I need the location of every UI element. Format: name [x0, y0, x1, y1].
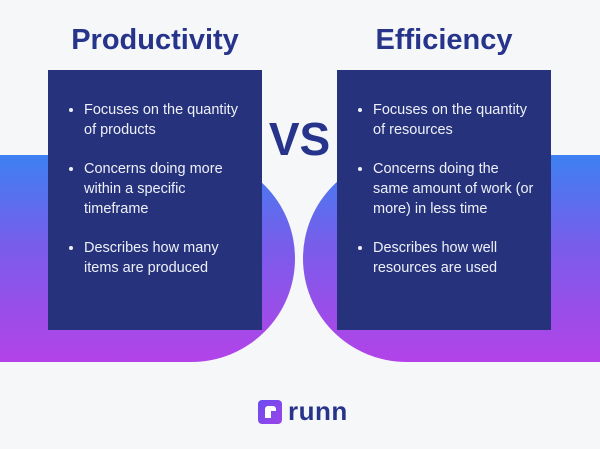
list-item: Focuses on the quantity of resources	[373, 100, 535, 140]
list-item: Describes how many items are produced	[84, 238, 246, 278]
efficiency-box: Focuses on the quantity of resources Con…	[337, 70, 551, 330]
productivity-title: Productivity	[71, 24, 239, 56]
runn-logo-icon	[258, 399, 282, 424]
runn-logo: runn	[258, 396, 348, 427]
list-item: Focuses on the quantity of products	[84, 100, 246, 140]
list-item: Concerns doing the same amount of work (…	[373, 159, 535, 219]
efficiency-title: Efficiency	[375, 24, 513, 56]
brand-name: runn	[288, 396, 348, 426]
list-item: Describes how well resources are used	[373, 238, 535, 278]
list-item: Concerns doing more within a specific ti…	[84, 159, 246, 219]
vs-label: VS	[268, 113, 331, 165]
productivity-box: Focuses on the quantity of products Conc…	[48, 70, 262, 330]
